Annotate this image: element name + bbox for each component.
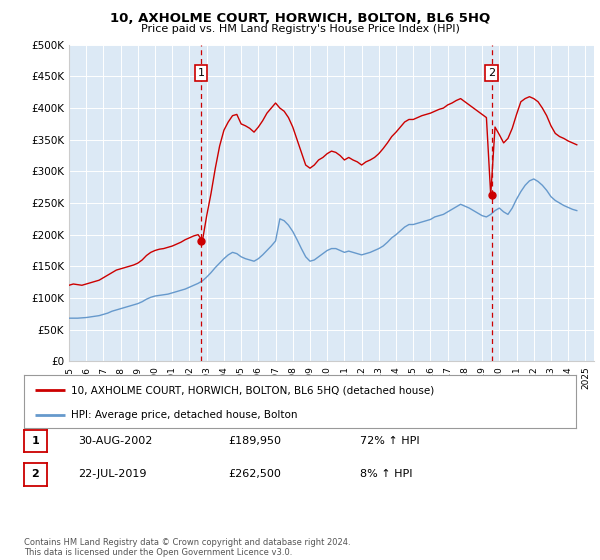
Text: 10, AXHOLME COURT, HORWICH, BOLTON, BL6 5HQ (detached house): 10, AXHOLME COURT, HORWICH, BOLTON, BL6 … [71,385,434,395]
Text: £262,500: £262,500 [228,469,281,479]
Text: 22-JUL-2019: 22-JUL-2019 [78,469,146,479]
Text: HPI: Average price, detached house, Bolton: HPI: Average price, detached house, Bolt… [71,410,298,420]
Text: Price paid vs. HM Land Registry's House Price Index (HPI): Price paid vs. HM Land Registry's House … [140,24,460,34]
Text: 8% ↑ HPI: 8% ↑ HPI [360,469,413,479]
Text: 1: 1 [32,436,39,446]
Text: 2: 2 [488,68,495,78]
Text: 2: 2 [32,469,39,479]
Text: £189,950: £189,950 [228,436,281,446]
Text: 10, AXHOLME COURT, HORWICH, BOLTON, BL6 5HQ: 10, AXHOLME COURT, HORWICH, BOLTON, BL6 … [110,12,490,25]
Text: 72% ↑ HPI: 72% ↑ HPI [360,436,419,446]
Text: Contains HM Land Registry data © Crown copyright and database right 2024.
This d: Contains HM Land Registry data © Crown c… [24,538,350,557]
Text: 30-AUG-2002: 30-AUG-2002 [78,436,152,446]
Text: 1: 1 [197,68,205,78]
